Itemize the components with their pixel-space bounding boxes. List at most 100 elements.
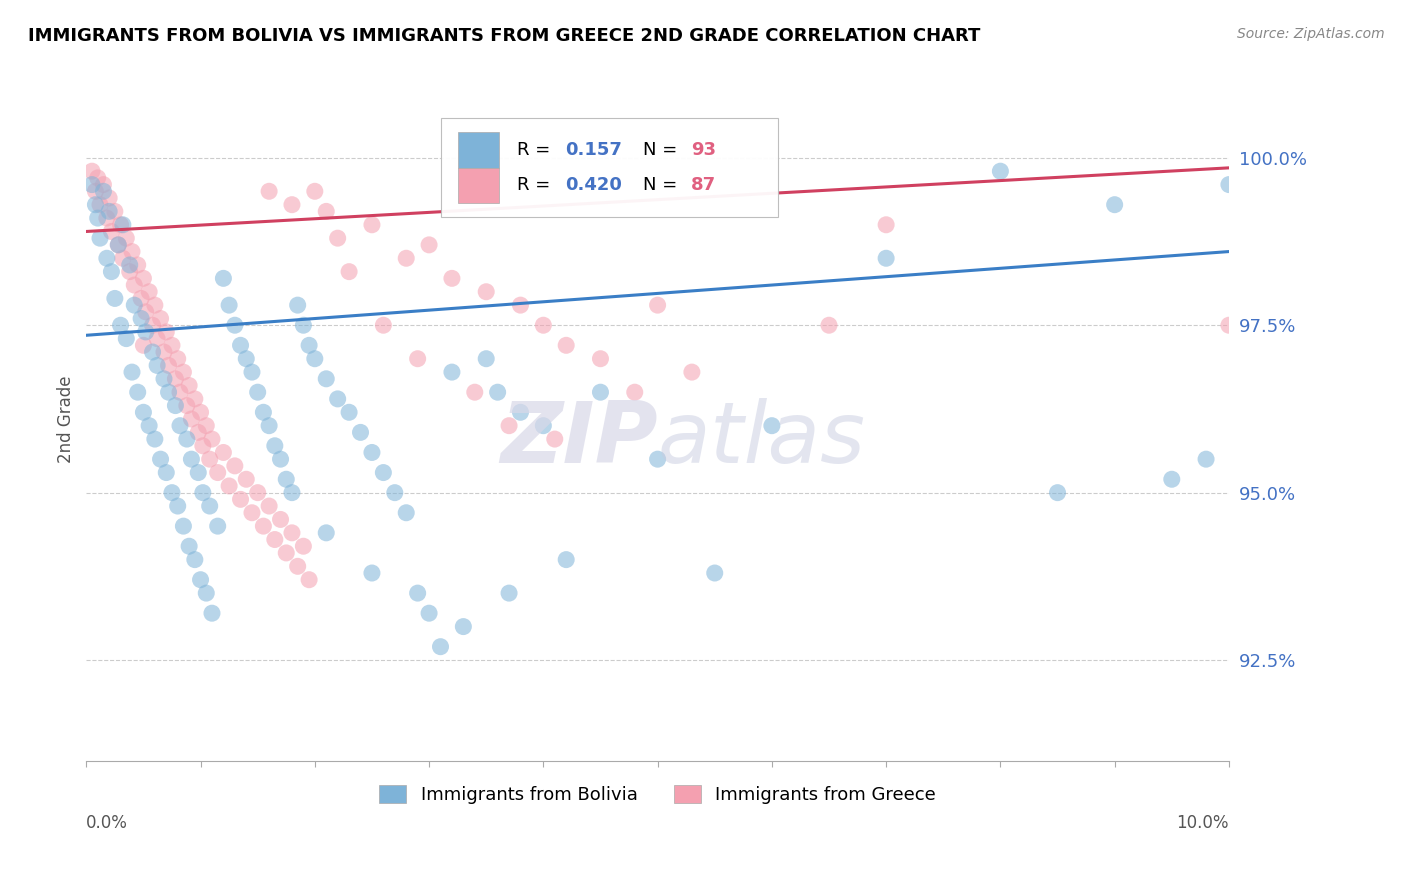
Point (115, 332, 138, 346)
Point (93, 184, 115, 198)
Point (1195, 452, 1218, 467)
Text: 93: 93 (690, 141, 716, 159)
Point (395, 506, 418, 520)
Point (127, 258, 149, 272)
Point (990, 164, 1012, 178)
Point (703, 566, 725, 580)
Point (176, 399, 198, 413)
Point (96, 211, 118, 225)
Point (531, 318, 554, 333)
Point (187, 466, 209, 480)
Text: R =: R = (517, 141, 555, 159)
Point (315, 204, 337, 219)
Point (176, 432, 198, 446)
Point (326, 231, 349, 245)
Point (129, 292, 152, 306)
Point (187, 425, 209, 440)
Point (281, 485, 304, 500)
Point (818, 318, 841, 333)
Point (127, 385, 149, 400)
Point (315, 372, 337, 386)
Point (240, 506, 263, 520)
Point (195, 418, 218, 433)
Point (761, 418, 783, 433)
Point (132, 271, 155, 285)
Point (87, 211, 110, 225)
Point (304, 351, 326, 366)
Point (155, 466, 177, 480)
Point (875, 252, 897, 266)
Point (287, 559, 309, 574)
Point (281, 197, 304, 211)
Point (1218, 178, 1240, 192)
Point (166, 499, 188, 513)
Point (229, 338, 252, 352)
Point (212, 445, 235, 459)
Point (647, 298, 669, 312)
Point (165, 372, 187, 386)
Point (1104, 197, 1126, 211)
FancyBboxPatch shape (457, 168, 499, 203)
Point (298, 338, 321, 352)
Point (153, 345, 176, 359)
Point (475, 351, 498, 366)
Point (138, 418, 160, 433)
Point (531, 418, 554, 433)
Point (418, 606, 440, 620)
Point (229, 492, 252, 507)
Point (184, 552, 207, 566)
Point (169, 385, 191, 400)
Point (180, 452, 202, 467)
Point (276, 546, 298, 560)
Point (509, 298, 531, 312)
Point (257, 418, 280, 433)
Point (406, 586, 429, 600)
Point (252, 519, 274, 533)
Point (104, 204, 127, 219)
Point (135, 305, 157, 319)
Point (165, 399, 187, 413)
Point (418, 238, 440, 252)
Point (235, 472, 257, 486)
FancyBboxPatch shape (457, 132, 499, 168)
Point (160, 485, 183, 500)
Point (246, 385, 269, 400)
Point (207, 519, 229, 533)
Point (87, 170, 110, 185)
Point (257, 499, 280, 513)
Point (129, 311, 152, 326)
Text: 0.157: 0.157 (565, 141, 621, 159)
Point (166, 351, 188, 366)
Point (135, 325, 157, 339)
Point (180, 412, 202, 426)
Point (191, 439, 214, 453)
Point (647, 452, 669, 467)
Text: IMMIGRANTS FROM BOLIVIA VS IMMIGRANTS FROM GREECE 2ND GRADE CORRELATION CHART: IMMIGRANTS FROM BOLIVIA VS IMMIGRANTS FR… (28, 27, 980, 45)
Point (149, 452, 172, 467)
Point (1046, 485, 1069, 500)
Point (337, 265, 360, 279)
Point (464, 385, 486, 400)
Point (263, 439, 285, 453)
Text: 87: 87 (690, 177, 716, 194)
Point (146, 359, 169, 373)
Point (486, 385, 509, 400)
Point (555, 338, 578, 352)
Point (544, 432, 567, 446)
Point (111, 218, 134, 232)
Point (184, 392, 207, 406)
Point (201, 432, 224, 446)
Point (315, 525, 337, 540)
Point (84, 197, 107, 211)
Point (142, 345, 165, 359)
Text: N =: N = (643, 177, 683, 194)
Point (270, 452, 292, 467)
Point (157, 385, 180, 400)
Y-axis label: 2nd Grade: 2nd Grade (58, 376, 75, 463)
Point (89, 231, 111, 245)
Text: atlas: atlas (658, 398, 866, 481)
Point (361, 218, 384, 232)
Point (121, 365, 143, 379)
Point (98, 204, 121, 219)
FancyBboxPatch shape (440, 119, 778, 218)
